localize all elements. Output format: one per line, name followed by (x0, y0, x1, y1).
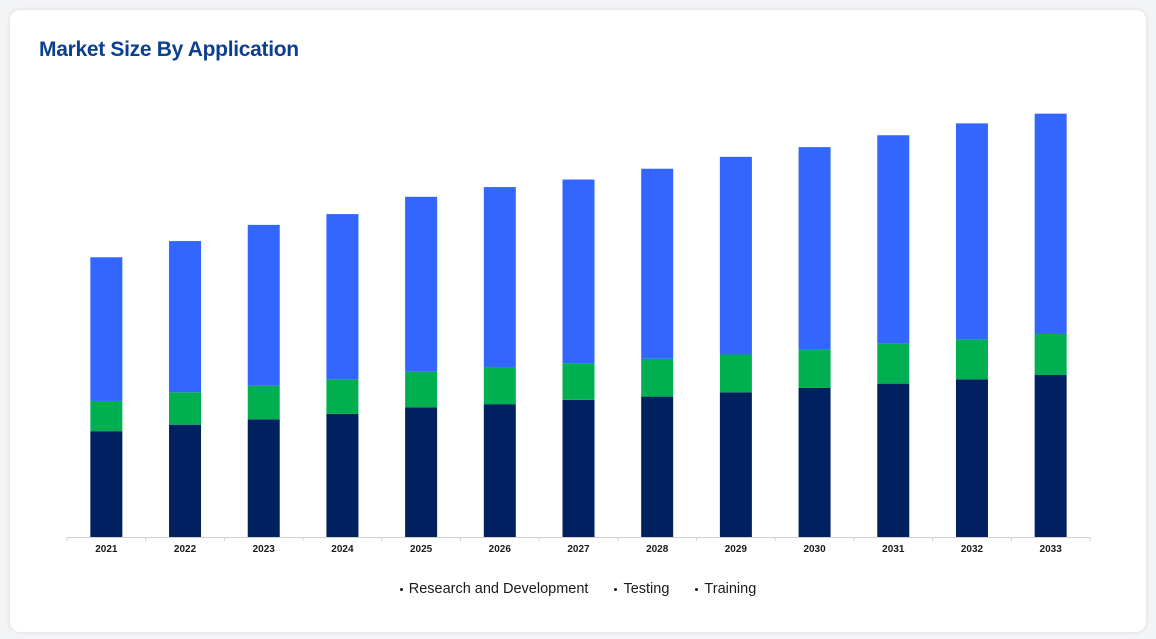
bar-testing-2032[interactable] (955, 339, 988, 380)
bar-testing-2030[interactable] (798, 349, 831, 388)
bar-testing-2024[interactable] (326, 379, 359, 414)
legend-bullet-icon (614, 587, 618, 591)
bar-training-2028[interactable] (641, 168, 674, 359)
legend-item-research-and-development[interactable]: Research and Development (399, 581, 589, 597)
bar-training-2033[interactable] (1034, 113, 1067, 334)
bar-training-2027[interactable] (562, 179, 595, 364)
x-tick-label: 2026 (489, 544, 512, 555)
bar-training-2024[interactable] (326, 214, 359, 380)
bar-testing-2025[interactable] (405, 371, 438, 408)
x-tick-label: 2032 (961, 544, 984, 555)
x-tick-label: 2024 (331, 544, 354, 555)
bar-testing-2021[interactable] (90, 400, 123, 432)
legend-label: Training (704, 581, 757, 597)
x-tick-label: 2025 (410, 544, 433, 555)
x-tick-label: 2023 (253, 544, 276, 555)
bar-research-and-development-2023[interactable] (247, 419, 280, 537)
x-tick-label: 2031 (882, 544, 905, 555)
x-tick-label: 2029 (725, 544, 748, 555)
bar-research-and-development-2025[interactable] (405, 407, 438, 537)
stacked-bar-chart: 2021 2022 2023 2024 2025 2026 2027 2028 2029 2030… (66, 113, 1091, 555)
x-tick-label: 2028 (646, 544, 669, 555)
bar-training-2025[interactable] (405, 196, 438, 372)
legend-label: Research and Development (408, 581, 589, 597)
bar-training-2031[interactable] (877, 135, 910, 344)
bar-research-and-development-2031[interactable] (877, 383, 910, 537)
bar-research-and-development-2028[interactable] (641, 396, 674, 537)
bar-testing-2028[interactable] (641, 358, 674, 397)
chart-title: Market Size By Application (39, 38, 299, 61)
bar-testing-2029[interactable] (719, 354, 752, 393)
bar-testing-2022[interactable] (169, 392, 202, 425)
bar-research-and-development-2030[interactable] (798, 387, 831, 537)
x-tick-label: 2021 (95, 544, 118, 555)
bar-research-and-development-2021[interactable] (90, 431, 123, 537)
bar-testing-2026[interactable] (483, 367, 516, 405)
x-tick-label: 2033 (1040, 544, 1063, 555)
bar-training-2032[interactable] (955, 123, 988, 340)
bar-training-2023[interactable] (247, 224, 280, 386)
legend-label: Testing (623, 581, 670, 597)
bar-research-and-development-2024[interactable] (326, 413, 359, 537)
bar-training-2022[interactable] (169, 241, 202, 393)
bar-research-and-development-2022[interactable] (169, 424, 202, 537)
bar-research-and-development-2033[interactable] (1034, 375, 1067, 537)
legend-bullet-icon (399, 587, 403, 591)
bar-research-and-development-2029[interactable] (719, 392, 752, 537)
legend-bullet-icon (695, 587, 699, 591)
bar-training-2029[interactable] (719, 156, 752, 355)
bar-research-and-development-2027[interactable] (562, 399, 595, 537)
legend-item-testing[interactable]: Testing (614, 581, 669, 597)
bar-training-2021[interactable] (90, 257, 123, 401)
bar-research-and-development-2032[interactable] (955, 379, 988, 537)
x-tick-label: 2022 (174, 544, 197, 555)
bar-testing-2027[interactable] (562, 363, 595, 400)
bar-training-2026[interactable] (483, 187, 516, 368)
bar-testing-2023[interactable] (247, 385, 280, 420)
bar-testing-2033[interactable] (1034, 333, 1067, 375)
bar-training-2030[interactable] (798, 147, 831, 350)
chart-card: Market Size By Application 2021 2022 2023 2… (10, 10, 1146, 632)
x-tick-label: 2030 (803, 544, 826, 555)
bar-research-and-development-2026[interactable] (483, 404, 516, 537)
chart-legend: Research and Development Testing Trainin… (10, 581, 1146, 597)
x-tick-label: 2027 (567, 544, 590, 555)
bar-testing-2031[interactable] (877, 343, 910, 384)
legend-item-training[interactable]: Training (695, 581, 756, 597)
